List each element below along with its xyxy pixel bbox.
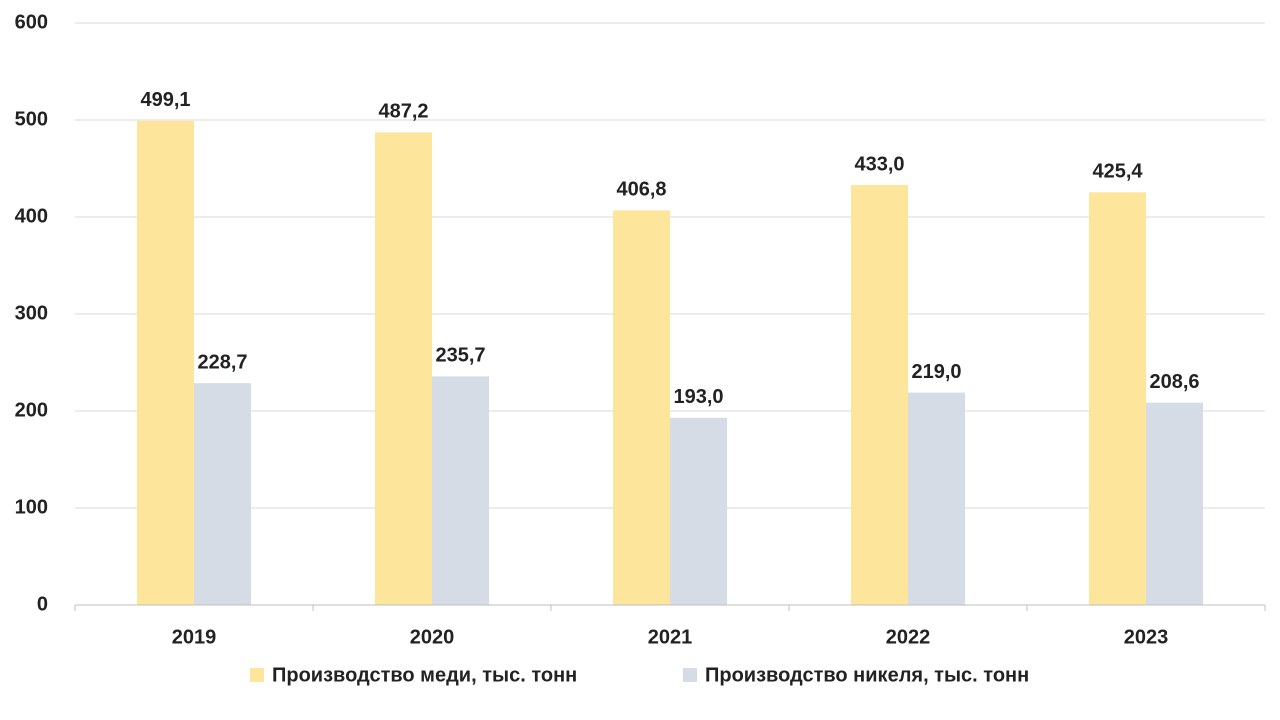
legend-label: Производство меди, тыс. тонн: [272, 664, 577, 686]
y-tick-label: 600: [15, 11, 48, 33]
legend-swatch: [250, 668, 264, 682]
bar: [194, 383, 251, 605]
bar: [613, 210, 670, 606]
x-tick-label: 2020: [410, 626, 455, 648]
value-label: 219,0: [911, 361, 961, 383]
bar: [432, 376, 489, 605]
value-label: 499,1: [140, 89, 190, 111]
x-tick-label: 2022: [886, 626, 931, 648]
x-tick-label: 2021: [648, 626, 693, 648]
bar: [375, 132, 432, 605]
legend-swatch: [683, 668, 697, 682]
value-label: 228,7: [197, 351, 247, 373]
value-label: 208,6: [1149, 371, 1199, 393]
bar: [1146, 402, 1203, 605]
y-tick-label: 500: [15, 108, 48, 130]
y-tick-label: 300: [15, 302, 48, 324]
x-tick-label: 2023: [1124, 626, 1169, 648]
value-label: 433,0: [854, 153, 904, 175]
y-tick-label: 400: [15, 205, 48, 227]
y-tick-label: 100: [15, 496, 48, 518]
legend-label: Производство никеля, тыс. тонн: [705, 664, 1029, 686]
x-tick-label: 2019: [172, 626, 217, 648]
value-label: 406,8: [616, 179, 666, 201]
value-label: 425,4: [1092, 161, 1143, 183]
bar: [670, 417, 727, 605]
bar: [1089, 192, 1146, 605]
value-label: 235,7: [435, 345, 485, 367]
y-tick-label: 200: [15, 399, 48, 421]
bar: [851, 184, 908, 606]
legend: Производство меди, тыс. тонн Производство…: [250, 664, 1029, 686]
bar: [908, 392, 965, 605]
value-label: 487,2: [378, 101, 428, 123]
bar: [137, 120, 194, 606]
value-label: 193,0: [673, 386, 723, 408]
y-tick-label: 0: [37, 593, 48, 615]
